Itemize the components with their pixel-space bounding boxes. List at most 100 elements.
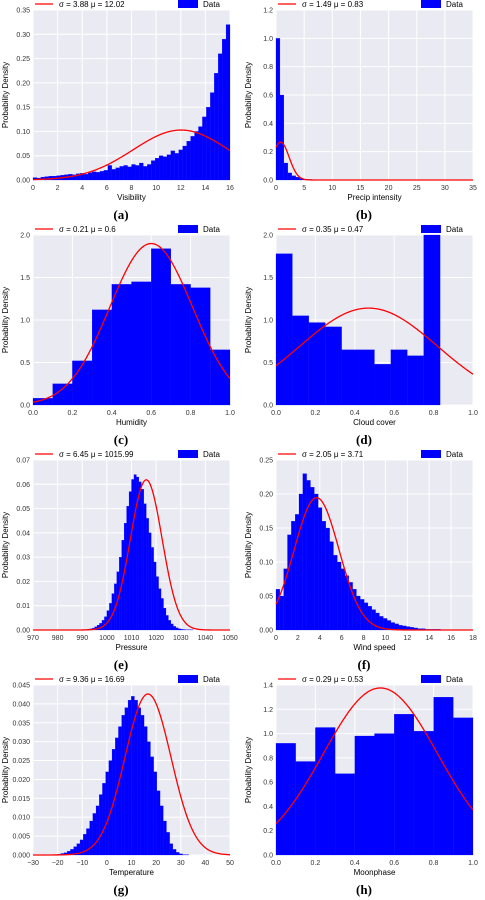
panel-caption: (e) <box>113 657 129 672</box>
legend-data-swatch <box>178 675 198 683</box>
y-tick-label: 0.4 <box>263 121 273 128</box>
histogram-bar <box>298 493 303 631</box>
y-tick-label: 0.6 <box>263 780 273 787</box>
y-tick-label: 2.0 <box>263 233 273 240</box>
y-tick-label: 0.05 <box>16 153 30 160</box>
histogram-bar <box>374 364 391 406</box>
chart-svg: 0 5 10 15 20 25 30 35 0.0 0.2 0.4 0.6 0.8 1.0 1.2 σ = 1… <box>244 0 477 202</box>
y-tick-label: 0.010 <box>12 815 30 822</box>
normal-fit-curve <box>275 141 473 181</box>
histogram-bar <box>169 843 173 856</box>
chart-panel: 0 2 4 6 8 10 12 14 16 18 0.00 0.05 0.10 0.15 0.20 0.25 σ… <box>243 450 485 675</box>
histogram-bar <box>337 561 342 631</box>
histogram-bar <box>314 493 319 631</box>
y-tick-label: 1.2 <box>263 8 273 15</box>
histogram-bar <box>95 805 100 856</box>
histogram-bar <box>84 174 89 181</box>
x-tick-label: 14 <box>201 185 209 192</box>
panel-caption: (g) <box>113 882 129 897</box>
x-axis-label: Humidity <box>116 418 147 427</box>
y-axis-label: Probability Density <box>244 62 253 128</box>
chart-svg: 0.0 0.2 0.4 0.6 0.8 1.0 0.0 0.2 0.4 0.6 0.8 1.0 1.2 1… <box>244 675 478 877</box>
histogram-bar <box>334 773 355 856</box>
histogram-bar <box>141 489 144 631</box>
histogram-bar <box>367 606 372 631</box>
y-tick-label: 0.015 <box>12 796 30 803</box>
x-tick-label: 8 <box>362 635 366 642</box>
histogram-bar <box>165 615 169 631</box>
histogram-bar <box>291 521 296 631</box>
legend-data-swatch <box>421 225 441 233</box>
chart-panel: 0.0 0.2 0.4 0.6 0.8 1.0 0.0 0.5 1.0 1.5 2.0 σ = 0.2… <box>0 225 242 450</box>
histogram-bar <box>179 853 183 856</box>
y-tick-label: 0.045 <box>12 683 30 690</box>
y-tick-label: 0.030 <box>12 739 30 746</box>
normal-fit-curve <box>275 687 474 825</box>
histogram-bar <box>275 743 296 856</box>
x-tick-label: 4 <box>80 185 84 192</box>
y-tick-label: 0.00 <box>259 628 273 635</box>
histogram-bar <box>99 794 103 856</box>
y-tick-label: 1.5 <box>263 275 273 282</box>
x-tick-label: 12 <box>403 635 411 642</box>
y-tick-label: 2.0 <box>20 233 30 240</box>
x-tick-label: 2 <box>56 185 60 192</box>
histogram-bar <box>92 813 97 856</box>
x-tick-label: 0.4 <box>350 860 360 867</box>
histogram-bar <box>86 828 90 856</box>
x-tick-label: 1.0 <box>225 410 235 417</box>
histogram-bar <box>310 487 315 631</box>
x-tick-label: 0.8 <box>186 410 196 417</box>
histogram-bar <box>333 555 338 631</box>
histogram-bar <box>186 141 191 181</box>
x-tick-label: 2 <box>296 635 300 642</box>
legend-data-swatch <box>421 675 441 683</box>
x-tick-label: 0.6 <box>389 860 399 867</box>
histogram-bar <box>292 315 309 406</box>
x-tick-label: 0.2 <box>311 860 321 867</box>
histogram-bar <box>127 700 132 856</box>
x-tick-label: −30 <box>27 860 39 867</box>
y-tick-label: 0.035 <box>12 720 30 727</box>
histogram-bar <box>275 253 293 406</box>
histogram-bar <box>131 479 135 631</box>
legend-fit-label: σ = 6.45 μ = 1015.99 <box>59 450 134 459</box>
normal-fit-curve <box>32 242 231 403</box>
y-tick-label: 0.025 <box>12 758 30 765</box>
histogram-bar <box>190 136 195 181</box>
panel-caption: (d) <box>356 432 372 447</box>
x-tick-label: −20 <box>52 860 64 867</box>
histogram-bar <box>155 158 160 181</box>
legend-data-label: Data <box>203 450 220 459</box>
x-tick-label: 970 <box>27 635 39 642</box>
histogram-bar <box>143 503 147 631</box>
histogram-bar <box>153 771 157 856</box>
y-tick-label: 0.005 <box>12 834 30 841</box>
chart-panel: 0.0 0.2 0.4 0.6 0.8 1.0 0.0 0.2 0.4 0.6 0.8 1.0 1.2 1… <box>243 675 485 900</box>
y-axis-label: Probability Density <box>244 737 253 803</box>
legend-fit-label: σ = 1.49 μ = 0.83 <box>302 0 364 9</box>
histogram-bar <box>178 628 181 631</box>
x-tick-label: 10 <box>328 185 336 192</box>
histogram-bar <box>72 360 93 406</box>
histogram-bar <box>158 155 164 181</box>
y-tick-label: 0.07 <box>16 458 30 465</box>
y-tick-label: 0.2 <box>263 828 273 835</box>
legend-data-swatch <box>178 225 198 233</box>
histogram-bar <box>166 154 172 181</box>
y-tick-label: 1.0 <box>263 36 273 43</box>
normal-fit-curve <box>275 497 473 631</box>
histogram-bar <box>341 568 346 631</box>
x-tick-label: 12 <box>177 185 185 192</box>
histogram-bar <box>173 626 176 631</box>
histogram-bar <box>357 349 375 406</box>
histogram-bar <box>126 506 130 631</box>
histogram-bar <box>151 160 156 181</box>
histogram-bar <box>315 727 336 856</box>
y-tick-label: 0.04 <box>16 530 30 537</box>
histogram-bar <box>127 166 132 181</box>
histogram-bar <box>371 609 376 631</box>
histogram-bar <box>143 726 148 856</box>
legend-fit-label: σ = 0.29 μ = 0.53 <box>302 675 364 684</box>
histogram-bar <box>202 116 207 181</box>
